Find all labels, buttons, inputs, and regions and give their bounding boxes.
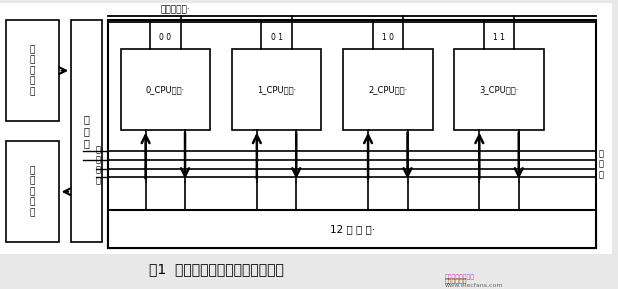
Text: 信
号
音: 信 号 音 [598, 149, 603, 179]
Text: 通信串行口·: 通信串行口· [161, 5, 190, 14]
Text: 电子工程世界: 电子工程世界 [445, 278, 467, 284]
Bar [454, 49, 544, 130]
Text: 0_CPU地址·: 0_CPU地址· [146, 85, 185, 94]
Text: 上
位
机: 上 位 机 [83, 114, 90, 148]
Text: 12 个 分 机·: 12 个 分 机· [329, 224, 375, 234]
Bar [6, 20, 59, 121]
Text: www.elecfans.com: www.elecfans.com [445, 284, 504, 288]
Text: 电气自动化技术网: 电气自动化技术网 [445, 274, 475, 279]
Text: 3_CPU地址·: 3_CPU地址· [480, 85, 519, 94]
Text: 0 1: 0 1 [271, 33, 282, 42]
Text: 图1  多机通信程控交换机结构框图: 图1 多机通信程控交换机结构框图 [149, 262, 284, 277]
Text: 拨
号: 拨 号 [95, 166, 100, 185]
Bar [0, 3, 612, 254]
Bar [108, 210, 596, 248]
Bar [343, 49, 433, 130]
Text: 1 0: 1 0 [382, 33, 394, 42]
Bar [232, 49, 321, 130]
Text: 分
机
摘
挂
机: 分 机 摘 挂 机 [30, 45, 35, 96]
Text: 1_CPU地址·: 1_CPU地址· [257, 85, 296, 94]
Text: 1 1: 1 1 [493, 33, 505, 42]
Bar [108, 20, 596, 248]
Text: 编
路: 编 路 [95, 145, 100, 165]
Text: 分
机
摘
挂
转: 分 机 摘 挂 转 [30, 166, 35, 217]
Text: 0 0: 0 0 [159, 33, 171, 42]
Bar [71, 20, 102, 242]
Text: 2_CPU地址·: 2_CPU地址· [368, 85, 407, 94]
Bar [6, 141, 59, 242]
Bar [121, 49, 210, 130]
